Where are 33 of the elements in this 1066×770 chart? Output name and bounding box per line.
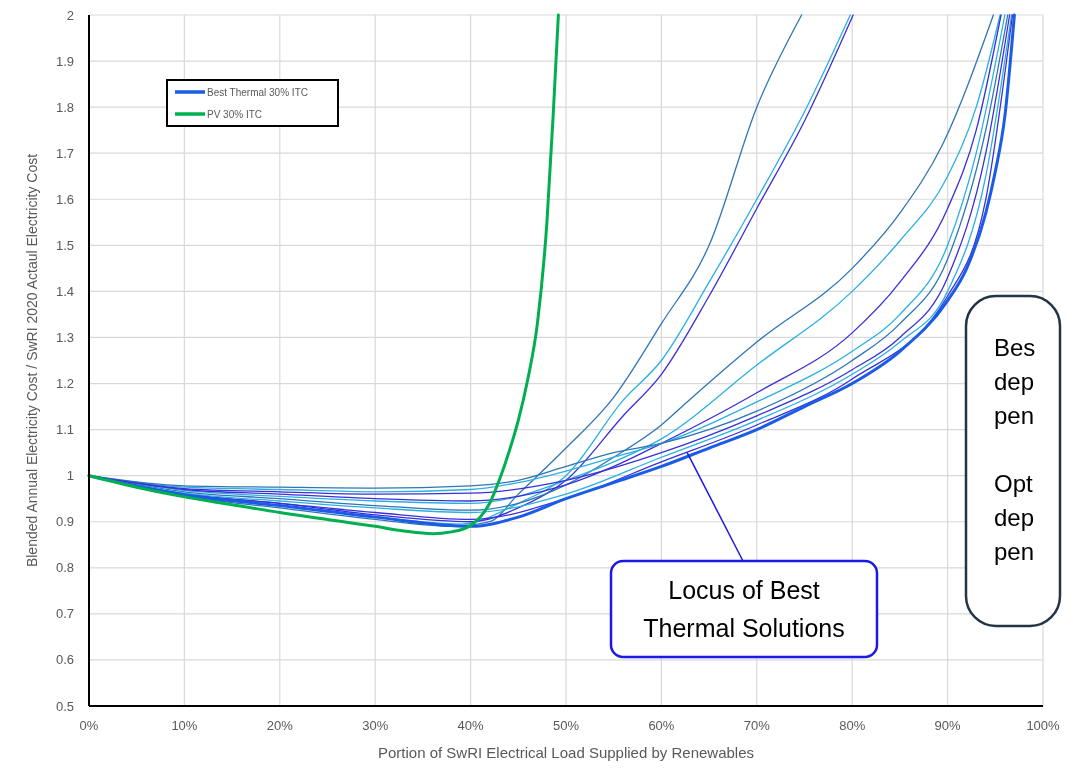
annotation: Locus of Best Thermal Solutions bbox=[643, 576, 845, 642]
x-axis-title: Portion of SwRI Electrical Load Supplied by Renewables bbox=[377, 744, 755, 761]
y-tick-label: 1.8 bbox=[55, 99, 74, 115]
x-tick-label: 30% bbox=[362, 718, 389, 733]
y-tick-label: 1.2 bbox=[55, 376, 74, 392]
y-tick-label: 0.5 bbox=[55, 698, 74, 714]
x-tick-label: 0% bbox=[79, 718, 99, 733]
x-tick-label: 40% bbox=[457, 718, 485, 733]
y-tick-label: 1.5 bbox=[55, 237, 74, 253]
y-tick-label: 0.7 bbox=[55, 606, 74, 622]
legend-label: Best Thermal 30% ITC bbox=[207, 87, 308, 98]
x-tick-label: 60% bbox=[648, 718, 675, 733]
text: Bes dep pen Opt dep pen bbox=[994, 334, 1036, 565]
x-tick-label: 100% bbox=[1026, 718, 1061, 733]
legend-label: PV 30% ITC bbox=[207, 109, 263, 120]
x-tick-label: 80% bbox=[839, 718, 866, 733]
y-axis-title: Blended Annual Electricity Cost / SwRI 2020 Actaul Electricity Cost bbox=[24, 153, 40, 568]
y-tick-label: 1.9 bbox=[55, 53, 74, 69]
y-tick-label: 0.8 bbox=[55, 560, 74, 576]
y-tick-label: 1.3 bbox=[55, 329, 74, 345]
x-tick-label: 50% bbox=[552, 718, 580, 733]
y-tick-label: 1.1 bbox=[55, 422, 74, 438]
y-tick-label: 1 bbox=[66, 468, 74, 484]
y-tick-label: 0.6 bbox=[55, 652, 74, 668]
y-tick-label: 0.9 bbox=[55, 514, 74, 530]
x-tick-label: 20% bbox=[266, 718, 294, 733]
x-tick-label: 90% bbox=[934, 718, 962, 733]
x-tick-label: 70% bbox=[743, 718, 771, 733]
y-tick-label: 1.6 bbox=[55, 191, 74, 207]
y-tick-label: 2 bbox=[66, 7, 74, 23]
y-tick-label: 1.7 bbox=[55, 145, 74, 161]
x-tick-label: 10% bbox=[171, 718, 198, 733]
y-tick-label: 1.4 bbox=[55, 283, 74, 299]
